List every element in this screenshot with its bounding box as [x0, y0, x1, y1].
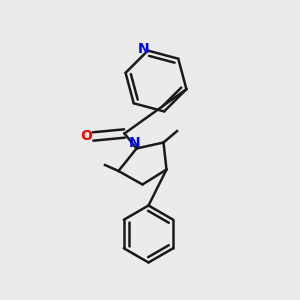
Text: N: N: [129, 136, 141, 150]
Text: O: O: [80, 129, 92, 142]
Text: N: N: [137, 42, 149, 56]
